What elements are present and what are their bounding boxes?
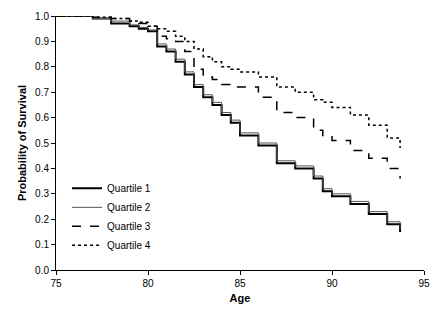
svg-text:80: 80 (142, 278, 154, 289)
svg-text:0.3: 0.3 (35, 188, 49, 199)
svg-text:0.0: 0.0 (35, 265, 49, 276)
svg-text:Quartile 2: Quartile 2 (107, 202, 151, 213)
svg-text:0.9: 0.9 (35, 36, 49, 47)
svg-text:95: 95 (418, 278, 430, 289)
svg-text:Quartile 3: Quartile 3 (107, 221, 151, 232)
svg-text:Quartile 4: Quartile 4 (107, 240, 151, 251)
svg-text:Quartile 1: Quartile 1 (107, 183, 151, 194)
svg-text:75: 75 (50, 278, 62, 289)
svg-text:0.4: 0.4 (35, 163, 49, 174)
svg-text:90: 90 (326, 278, 338, 289)
svg-text:0.7: 0.7 (35, 87, 49, 98)
svg-text:1.0: 1.0 (35, 11, 49, 22)
svg-text:0.8: 0.8 (35, 61, 49, 72)
svg-text:0.6: 0.6 (35, 112, 49, 123)
svg-text:Probability of Survival: Probability of Survival (16, 85, 28, 201)
svg-text:0.5: 0.5 (35, 138, 49, 149)
svg-text:0.1: 0.1 (35, 239, 49, 250)
svg-text:0.2: 0.2 (35, 214, 49, 225)
svg-text:85: 85 (234, 278, 246, 289)
svg-text:Age: Age (230, 292, 251, 304)
